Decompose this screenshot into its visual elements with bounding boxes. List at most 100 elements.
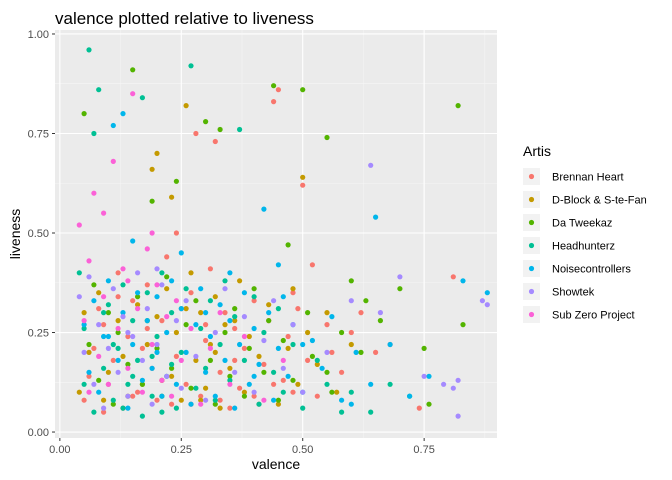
data-point	[96, 306, 102, 312]
data-point	[81, 381, 87, 387]
data-point	[237, 385, 243, 391]
data-point	[125, 365, 131, 371]
data-point	[173, 329, 179, 336]
data-point	[91, 409, 97, 415]
data-point	[110, 286, 116, 292]
data-point	[241, 345, 247, 351]
data-point	[222, 278, 228, 284]
data-point	[353, 349, 359, 355]
data-point	[169, 310, 175, 316]
data-point	[164, 286, 170, 292]
data-point	[212, 138, 218, 145]
data-point	[130, 298, 136, 304]
data-point	[86, 373, 92, 379]
data-point	[198, 325, 204, 332]
data-point	[135, 357, 141, 363]
data-point	[397, 286, 403, 292]
data-point	[261, 369, 267, 375]
legend-swatch	[528, 288, 535, 295]
data-point	[368, 381, 374, 387]
data-point	[81, 349, 87, 355]
data-point	[154, 345, 160, 351]
data-point	[324, 381, 330, 387]
data-point	[86, 258, 92, 264]
data-point	[198, 393, 204, 399]
data-point	[212, 393, 218, 399]
data-point	[285, 333, 291, 340]
data-point	[324, 369, 330, 375]
data-point	[203, 337, 209, 344]
data-point	[164, 274, 170, 280]
data-point	[183, 306, 189, 312]
data-point	[363, 298, 369, 304]
data-point	[76, 294, 82, 300]
data-point	[101, 210, 107, 216]
data-point	[101, 405, 107, 411]
data-point	[144, 306, 150, 312]
legend-swatch	[528, 265, 535, 272]
data-point	[280, 294, 286, 300]
data-point	[251, 325, 257, 332]
data-point	[135, 302, 141, 308]
data-point	[261, 206, 267, 212]
data-point	[207, 333, 213, 340]
data-point	[227, 318, 233, 324]
data-point	[125, 278, 131, 284]
data-point	[290, 389, 296, 395]
data-point	[203, 397, 209, 403]
data-point	[169, 401, 175, 407]
data-point	[198, 310, 204, 316]
data-point	[368, 409, 374, 415]
data-point	[241, 333, 247, 340]
data-point	[339, 369, 345, 375]
data-point	[241, 290, 247, 296]
data-point	[348, 298, 354, 304]
data-point	[222, 286, 228, 292]
legend: Artis Brennan Heart D-Block & S-te-Fan Da …	[523, 143, 647, 323]
data-point	[290, 341, 296, 348]
data-point	[207, 298, 213, 304]
data-point	[241, 314, 247, 320]
data-point	[178, 349, 184, 355]
data-point	[232, 318, 238, 324]
data-point	[115, 294, 121, 300]
data-point	[484, 302, 490, 308]
data-point	[407, 393, 413, 399]
data-point	[377, 310, 383, 316]
data-point	[86, 369, 92, 375]
data-point	[290, 377, 296, 383]
data-point	[193, 322, 199, 328]
data-point	[115, 329, 121, 336]
data-point	[183, 103, 189, 109]
data-point	[232, 357, 238, 363]
axes: 0.00 0.25 0.50 0.75 0.00 0.25 0.50 0.75 1.00	[28, 29, 435, 456]
data-point	[96, 322, 102, 328]
data-point	[479, 298, 485, 304]
data-point	[105, 278, 111, 284]
data-point	[266, 310, 272, 316]
legend-label: Headhunterz	[552, 241, 615, 253]
data-point	[188, 385, 194, 391]
data-point	[91, 381, 97, 387]
data-point	[450, 274, 456, 280]
data-point	[285, 373, 291, 379]
data-point	[217, 405, 223, 411]
data-point	[115, 357, 121, 363]
x-tick-label: 0.75	[413, 444, 434, 456]
data-point	[275, 397, 281, 403]
data-point	[81, 310, 87, 316]
data-point	[149, 401, 155, 407]
data-point	[198, 286, 204, 292]
data-point	[309, 337, 315, 344]
data-point	[241, 389, 247, 395]
data-point	[183, 381, 189, 387]
data-point	[334, 389, 340, 395]
data-point	[426, 401, 432, 407]
data-point	[227, 270, 233, 276]
data-point	[154, 397, 160, 403]
data-point	[227, 365, 233, 371]
data-point	[125, 361, 131, 367]
data-point	[120, 266, 126, 272]
data-point	[261, 337, 267, 344]
data-point	[275, 87, 281, 93]
